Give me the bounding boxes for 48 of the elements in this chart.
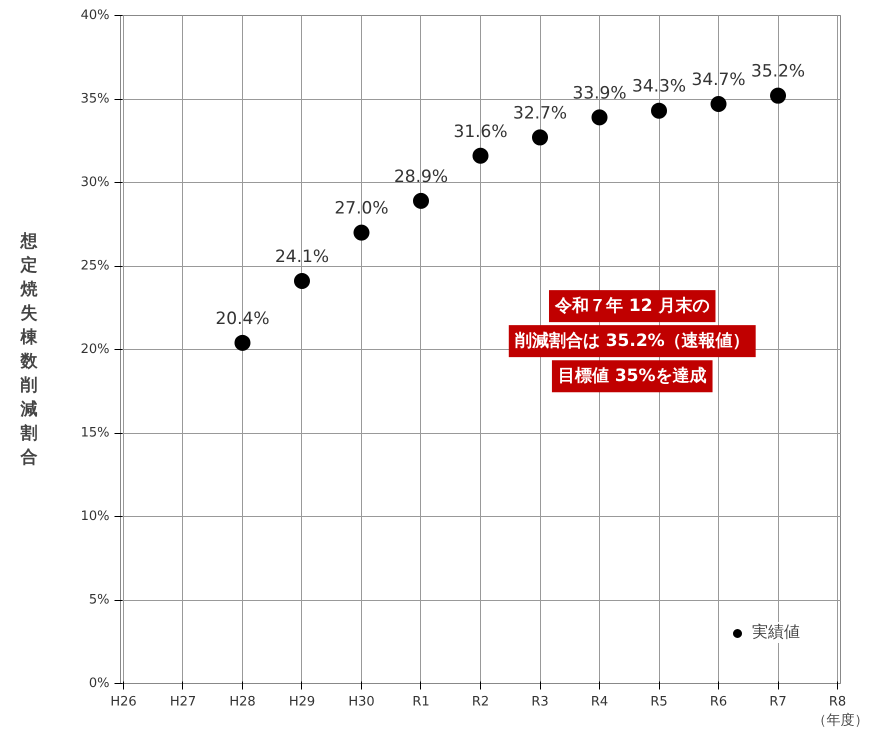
x-tick-label: R5 (650, 694, 668, 710)
point (353, 224, 370, 241)
x-tick-label: R6 (710, 694, 728, 710)
data-label: 32.7% (513, 103, 568, 124)
point (710, 96, 727, 112)
data-label: 34.3% (632, 76, 686, 97)
y-tick-label: 30% (80, 175, 110, 190)
legend-label: 実績値 (752, 622, 800, 643)
point (532, 129, 548, 146)
text: 想定焼失棟数削減割合 (20, 232, 38, 468)
annotation: 削減割合は 35.2%（速報値） (514, 331, 750, 352)
x-tick-label: R2 (472, 694, 490, 710)
x-tick-label: R4 (590, 694, 608, 710)
data-label: 35.2% (751, 62, 806, 82)
y-tick-label: 0% (88, 676, 110, 691)
x-tick-label: R8 (828, 694, 846, 710)
annotation: 目標値 35%を達成 (558, 366, 707, 386)
y-tick-label: 20% (80, 342, 110, 357)
data-label: 28.9% (394, 166, 448, 187)
x-tick-label: R3 (531, 694, 549, 710)
data-label: 24.1% (274, 247, 329, 268)
x-tick-label: H29 (288, 694, 316, 710)
data-label: 20.4% (215, 308, 270, 329)
x-tick-label: R7 (769, 694, 787, 710)
point (651, 102, 668, 119)
x-tick-label: H26 (110, 694, 137, 710)
y-tick-label: 25% (80, 258, 110, 274)
x-axis-title: （年度） (812, 712, 868, 728)
y-tick-label: 10% (80, 509, 110, 524)
y-tick-label: 40% (80, 8, 110, 23)
x-tick-label: H30 (348, 694, 375, 710)
data-label: 33.9% (572, 83, 627, 104)
data-label: 27.0% (334, 198, 389, 219)
y-tick-label: 15% (80, 426, 110, 440)
point (412, 192, 429, 209)
point (770, 88, 786, 104)
y-tick-label: 5% (88, 592, 110, 608)
point (294, 273, 310, 290)
annotation: 令和７年 12 月末の (554, 296, 710, 316)
x-tick-label: H28 (229, 694, 256, 710)
point (234, 334, 250, 351)
data-label: 31.6% (454, 122, 508, 142)
data-label: 34.7% (692, 70, 746, 90)
x-tick-label: R1 (412, 694, 430, 710)
y-tick-label: 35% (80, 92, 110, 106)
point (472, 148, 488, 164)
x-tick-label: H27 (170, 694, 196, 710)
point (592, 109, 608, 126)
